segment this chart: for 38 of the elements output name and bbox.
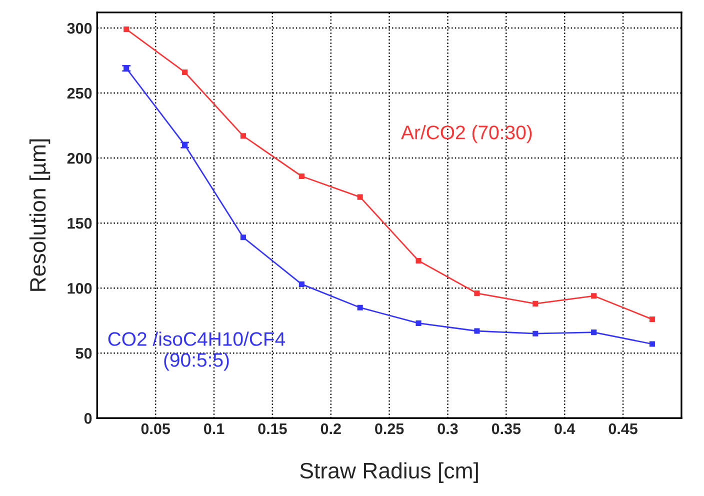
point (649, 316, 656, 322)
point (357, 304, 363, 310)
point (298, 173, 304, 180)
y-tick-label: 300 (67, 22, 92, 34)
x-tick-label: 0.4 (554, 423, 576, 434)
point (240, 234, 246, 240)
x-tick-label: 0.1 (204, 423, 224, 434)
point (182, 69, 188, 75)
point (591, 330, 597, 336)
y-tick-label: 100 (68, 282, 92, 294)
point (474, 290, 480, 296)
text: CO2 /isoC4H10/CF4 (90:5:5) (108, 332, 286, 371)
y-axis-title: Resolution [µm] (29, 139, 50, 291)
x-tick-label: 0.05 (141, 423, 170, 434)
x-tick-label: 0.45 (608, 423, 638, 434)
point (532, 330, 538, 336)
y-tick-label: 150 (68, 218, 92, 229)
x-tick-label: 0.35 (492, 423, 521, 434)
y-tick-label: 250 (67, 88, 92, 99)
point (474, 328, 480, 334)
point (357, 194, 363, 200)
x-tick-label: 0.2 (320, 423, 341, 434)
point (124, 26, 130, 32)
point (591, 293, 597, 299)
point (240, 133, 246, 139)
x-tick-label: 0.15 (258, 423, 287, 434)
x-tick-label: 0.3 (438, 423, 458, 434)
y-tick-label: 50 (76, 348, 92, 359)
text: Ar/CO2 (70:30) (401, 125, 532, 144)
point (416, 320, 422, 326)
x-axis-title: Straw Radius [cm] (300, 462, 478, 483)
point (416, 258, 422, 264)
point (532, 300, 538, 306)
x-tick-label: 0.25 (375, 423, 404, 434)
point (298, 281, 304, 287)
point (649, 341, 656, 347)
y-tick-label: 200 (67, 152, 92, 164)
y-tick-label: 0 (84, 412, 92, 424)
